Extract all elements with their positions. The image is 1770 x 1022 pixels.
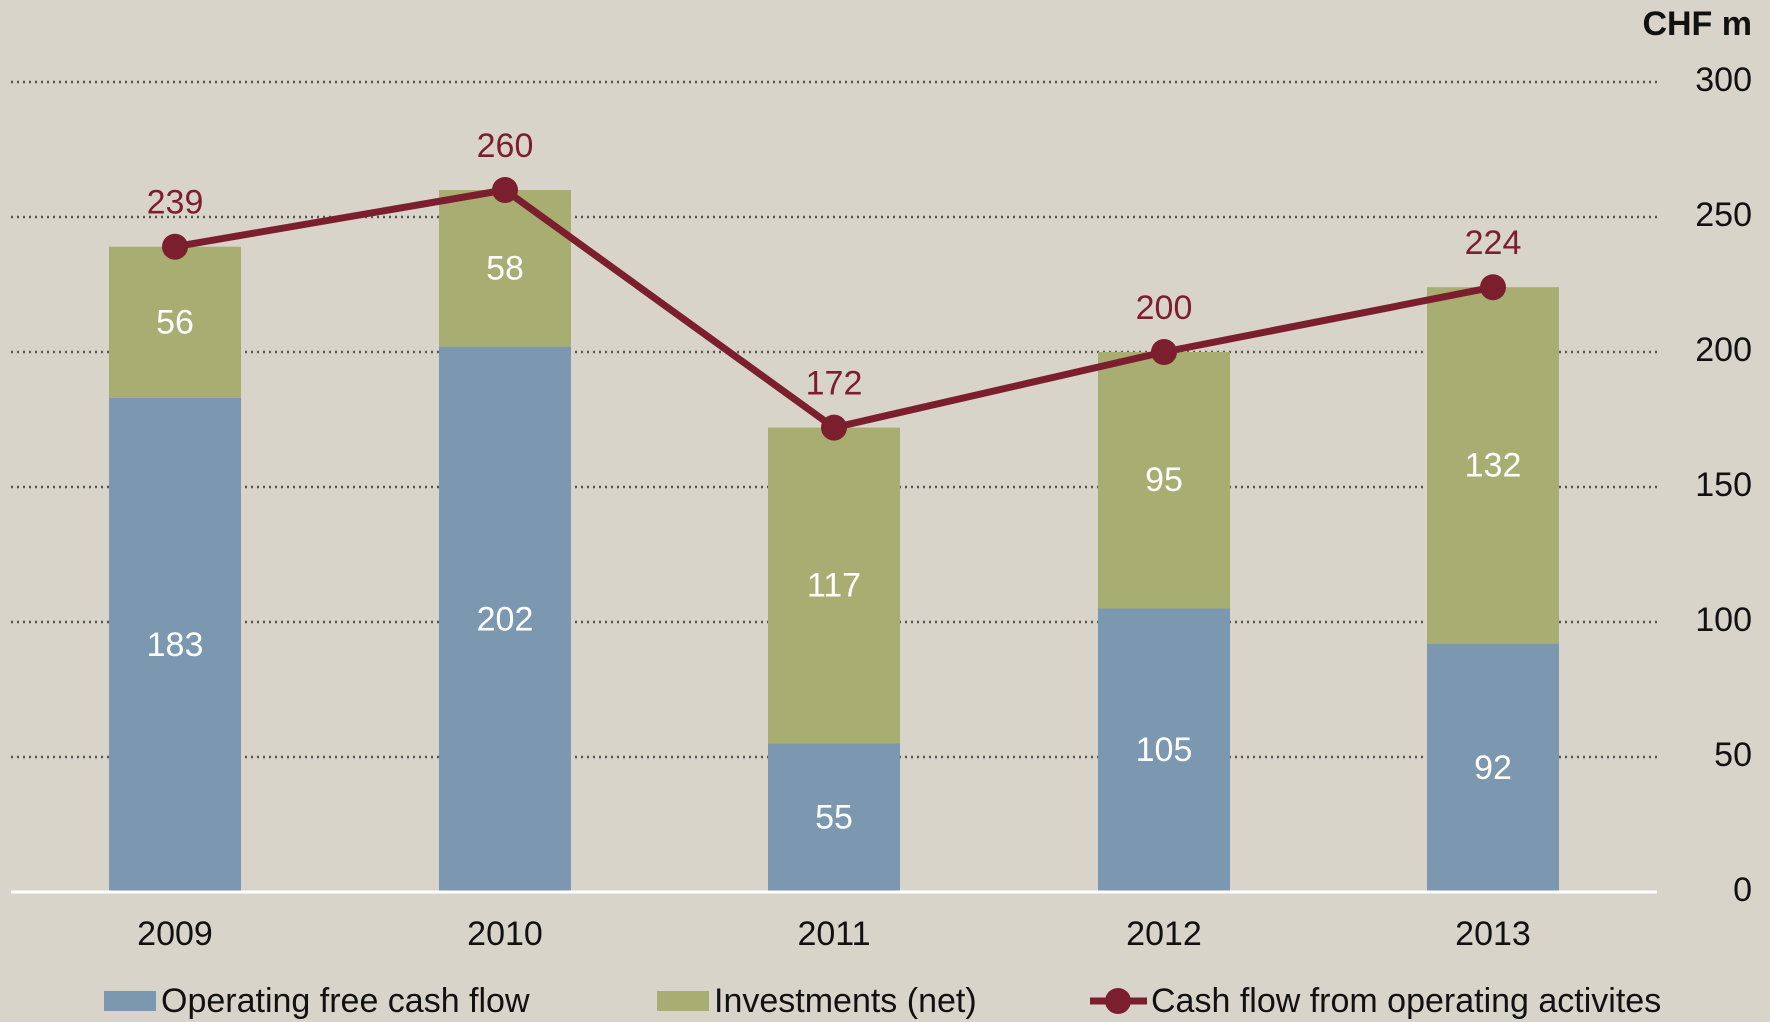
bar <box>1098 608 1230 892</box>
bar-value-label: 202 <box>477 600 534 638</box>
legend-swatch <box>104 991 156 1011</box>
bar-value-label: 132 <box>1465 446 1522 484</box>
y-tick-label: 50 <box>1714 736 1752 774</box>
line-point <box>1480 274 1506 301</box>
bar <box>109 246 241 398</box>
line-value-label: 224 <box>1465 224 1522 262</box>
y-tick-label: 0 <box>1733 871 1752 909</box>
x-tick-label: 2013 <box>1455 915 1531 953</box>
bar <box>1427 287 1559 644</box>
bar <box>439 190 571 347</box>
bar-value-label: 58 <box>486 249 524 287</box>
bar-value-label: 117 <box>807 567 861 605</box>
bar-value-label: 95 <box>1145 461 1183 499</box>
x-tick-label: 2011 <box>797 915 870 953</box>
line-point <box>1151 339 1177 365</box>
y-tick-label: 250 <box>1695 196 1752 234</box>
bar-value-label: 105 <box>1136 731 1193 769</box>
bar-value-label: 183 <box>147 626 204 664</box>
x-tick-label: 2009 <box>137 915 213 953</box>
line-value-label: 260 <box>477 127 534 165</box>
bar-value-label: 92 <box>1474 749 1512 787</box>
y-tick-label: 100 <box>1695 601 1752 639</box>
bar <box>768 743 900 892</box>
line-value-label: 200 <box>1136 289 1193 327</box>
line-value-label: 172 <box>806 365 863 403</box>
bar <box>109 397 241 892</box>
y-tick-label: 300 <box>1695 61 1752 99</box>
y-tick-label: 200 <box>1695 331 1752 369</box>
legend-label: Cash flow from operating activites <box>1151 982 1661 1020</box>
bar <box>768 427 900 744</box>
line-point <box>821 414 847 441</box>
line-value-label: 239 <box>147 184 204 222</box>
legend-swatch <box>657 991 709 1011</box>
x-tick-label: 2010 <box>467 915 543 953</box>
legend-label: Operating free cash flow <box>161 982 530 1020</box>
bar-value-label: 56 <box>156 303 194 341</box>
y-axis-label: CHF m <box>1642 5 1752 43</box>
line-point <box>492 177 518 203</box>
legend-swatch-point <box>1105 988 1131 1014</box>
line-point <box>162 233 188 260</box>
bar <box>1427 643 1559 892</box>
bar-value-label: 55 <box>815 799 853 837</box>
legend-label: Investments (net) <box>714 982 977 1020</box>
y-tick-label: 150 <box>1695 466 1752 504</box>
bar <box>1098 352 1230 609</box>
bar <box>439 346 571 893</box>
x-tick-label: 2012 <box>1126 915 1202 953</box>
